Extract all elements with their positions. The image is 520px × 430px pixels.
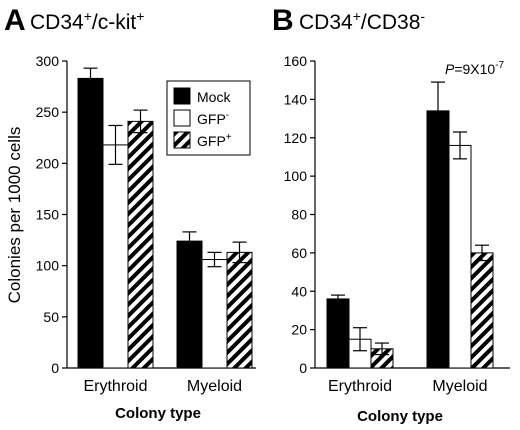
bar-gfp-minus <box>448 144 472 369</box>
y-tick-label: 60 <box>291 245 307 261</box>
y-tick-label: 80 <box>291 207 307 223</box>
x-tick-label: Myeloid <box>432 378 487 395</box>
bar-gfp-plus <box>470 252 494 369</box>
bar-gfp-plus <box>226 251 253 369</box>
p-value-annotation: P=9X10-7 <box>445 60 505 77</box>
panel-b-x-axis-label: Colony type <box>357 408 443 425</box>
panel-b-letter: B <box>272 4 294 37</box>
bar-mock <box>426 110 450 369</box>
x-tick-label: Erythroid <box>83 378 147 395</box>
bar-mock <box>326 298 350 369</box>
bar-gfp-minus <box>201 259 228 369</box>
bar-mock <box>77 77 104 369</box>
y-tick-label: 200 <box>36 155 60 171</box>
panel-a-plot: 0 50 100 150 200 250 300 Erythroid Myeloid <box>36 53 256 395</box>
y-tick-label: 20 <box>291 322 307 338</box>
y-tick-label: 250 <box>36 104 60 120</box>
y-tick-label: 100 <box>36 258 60 274</box>
panel-a-x-axis-label: Colony type <box>115 405 201 422</box>
legend-swatch-mock <box>173 87 191 105</box>
bar-gfp-plus <box>127 120 154 369</box>
panel-b-plot: 0 20 40 60 80 100 120 140 160 Erythroid Myeloid <box>284 53 510 395</box>
y-tick-label: 40 <box>291 283 307 299</box>
legend-label-gfp-minus: GFP- <box>197 110 229 127</box>
y-tick-label: 120 <box>284 130 308 146</box>
x-tick-label: Erythroid <box>328 378 392 395</box>
y-tick-label: 0 <box>299 360 307 376</box>
panel-a-y-axis-label: Colonies per 1000 cells <box>5 127 24 304</box>
legend-label-gfp-plus: GFP+ <box>197 132 232 149</box>
y-tick-label: 100 <box>284 168 308 184</box>
legend-swatch-gfp-plus <box>173 131 191 149</box>
panel-a-letter: A <box>4 4 26 37</box>
y-tick-label: 140 <box>284 91 308 107</box>
legend-label-mock: Mock <box>197 89 231 105</box>
y-tick-label: 300 <box>36 53 60 69</box>
bar-mock <box>176 240 203 369</box>
y-tick-label: 50 <box>43 309 59 325</box>
legend: Mock GFP- GFP+ <box>166 80 251 156</box>
y-tick-label: 150 <box>36 207 60 223</box>
panel-b-title: CD34+/CD38- <box>299 8 425 34</box>
legend-swatch-gfp-minus <box>173 109 191 127</box>
x-tick-label: Myeloid <box>187 378 242 395</box>
y-tick-label: 0 <box>51 360 59 376</box>
bar-gfp-minus <box>102 144 129 369</box>
y-tick-label: 160 <box>284 53 308 69</box>
panel-a-title: CD34+/c-kit+ <box>30 8 144 34</box>
